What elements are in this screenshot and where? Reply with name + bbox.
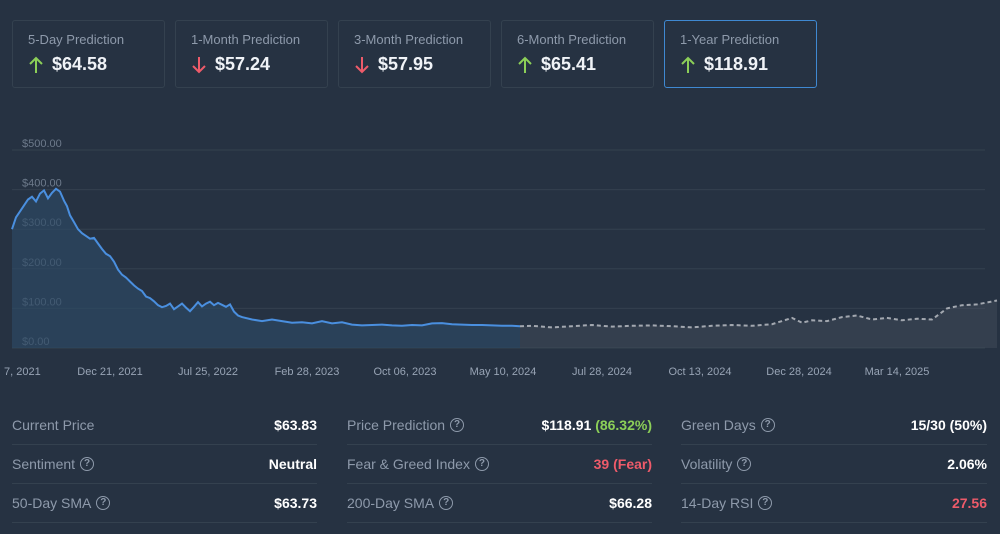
forecast-line [519,299,998,329]
price-chart-svg: $500.00$400.00$300.00$200.00$100.00$0.00… [4,138,998,378]
card-label: 1-Year Prediction [680,32,780,47]
stat-label-text: Sentiment [12,456,76,472]
arrow-up-icon [29,56,43,73]
help-icon[interactable]: ? [80,457,95,471]
stat-label: 50-Day SMA? [12,495,111,511]
stat-value: 27.56 [951,495,987,511]
card-value-row: $118.91 [680,54,801,75]
stat-label-text: Fear & Greed Index [347,456,470,472]
x-tick-label: 7, 2021 [4,366,41,378]
help-icon[interactable]: ? [450,418,465,432]
x-tick-label: Feb 28, 2023 [275,366,340,378]
card-6-month[interactable]: 6-Month Prediction $65.41 [501,20,654,88]
stat-label-text: Price Prediction [347,417,446,433]
stat-label: Volatility? [681,456,752,472]
history-line [11,187,521,328]
stat-label: Price Prediction? [347,417,465,433]
card-1-month[interactable]: 1-Month Prediction $57.24 [175,20,328,88]
stat-label: Sentiment? [12,456,95,472]
stat-value: $118.91 (86.32%) [541,417,652,433]
stat-current-price: Current Price $63.83 [12,406,317,445]
card-value: $65.41 [541,54,597,74]
stat-label-text: Volatility [681,456,733,472]
card-5-day[interactable]: 5-Day Prediction $64.58 [12,20,165,88]
x-tick-label: Dec 21, 2021 [77,366,142,378]
stat-200-day-sma: 200-Day SMA? $66.28 [347,484,652,523]
arrow-down-icon [192,56,206,73]
stat-label: Green Days? [681,417,775,433]
stat-label-text: 14-Day RSI [681,495,754,511]
x-tick-label: Dec 28, 2024 [766,366,831,378]
help-icon[interactable]: ? [439,496,454,510]
prediction-cards: 5-Day Prediction $64.58 1-Month Predicti… [12,20,817,88]
x-tick-label: Jul 25, 2022 [178,366,238,378]
stat-value: 39 (Fear) [593,456,652,472]
stat-14-day-rsi: 14-Day RSI? 27.56 [681,484,987,523]
forecast-area [520,300,997,348]
stat-value: $63.73 [274,495,317,511]
stat-label-text: Current Price [12,417,95,433]
stat-label: 14-Day RSI? [681,495,773,511]
stat-value: $66.28 [609,495,652,511]
card-value: $118.91 [704,54,769,74]
stat-label-text: 50-Day SMA [12,495,92,511]
stat-sentiment: Sentiment? Neutral [12,445,317,484]
x-tick-label: Mar 14, 2025 [865,366,930,378]
card-value: $64.58 [52,54,108,74]
card-1-year[interactable]: 1-Year Prediction $118.91 [664,20,817,88]
card-label: 5-Day Prediction [28,32,125,47]
stat-value: Neutral [268,456,317,472]
help-icon[interactable]: ? [96,496,111,510]
card-value: $57.95 [378,54,434,74]
stats-row: 50-Day SMA? $63.73 200-Day SMA? $66.28 1… [12,484,987,523]
price-chart[interactable]: $500.00$400.00$300.00$200.00$100.00$0.00… [0,130,1000,380]
x-tick-label: Oct 13, 2024 [669,366,732,378]
card-value: $57.24 [215,54,271,74]
stat-value: 15/30 (50%) [910,417,987,433]
help-icon[interactable]: ? [758,496,773,510]
arrow-up-icon [518,56,532,73]
stat-label: Current Price [12,417,94,433]
stats-row: Sentiment? Neutral Fear & Greed Index? 3… [12,445,987,484]
card-value-row: $64.58 [28,54,149,75]
card-label: 1-Month Prediction [191,32,301,47]
stat-green-days: Green Days? 15/30 (50%) [681,406,987,445]
card-value-row: $57.95 [354,54,475,75]
stat-label-text: 200-Day SMA [347,495,435,511]
stat-label-text: Green Days [681,417,756,433]
help-icon[interactable]: ? [760,418,775,432]
help-icon[interactable]: ? [737,457,752,471]
x-tick-label: May 10, 2024 [470,366,537,378]
y-tick-label: $400.00 [22,178,62,190]
stat-fear-greed: Fear & Greed Index? 39 (Fear) [347,445,652,484]
x-tick-label: Jul 28, 2024 [572,366,632,378]
stats-row: Current Price $63.83 Price Prediction? $… [12,406,987,445]
arrow-down-icon [355,56,369,73]
stat-price-prediction: Price Prediction? $118.91 (86.32%) [347,406,652,445]
stat-volatility: Volatility? 2.06% [681,445,987,484]
card-label: 6-Month Prediction [517,32,627,47]
history-area [12,188,520,348]
stat-value-main: $118.91 [541,417,592,433]
stat-value: $63.83 [274,417,317,433]
card-label: 3-Month Prediction [354,32,464,47]
card-value-row: $65.41 [517,54,638,75]
stat-50-day-sma: 50-Day SMA? $63.73 [12,484,317,523]
arrow-up-icon [681,56,695,73]
help-icon[interactable]: ? [474,457,489,471]
stat-value-change: (86.32%) [595,417,652,433]
x-tick-label: Oct 06, 2023 [374,366,437,378]
y-tick-label: $500.00 [22,138,62,150]
stat-label: 200-Day SMA? [347,495,454,511]
stat-value: 2.06% [947,456,987,472]
card-value-row: $57.24 [191,54,312,75]
card-3-month[interactable]: 3-Month Prediction $57.95 [338,20,491,88]
stat-label: Fear & Greed Index? [347,456,489,472]
stats-table: Current Price $63.83 Price Prediction? $… [12,406,987,523]
